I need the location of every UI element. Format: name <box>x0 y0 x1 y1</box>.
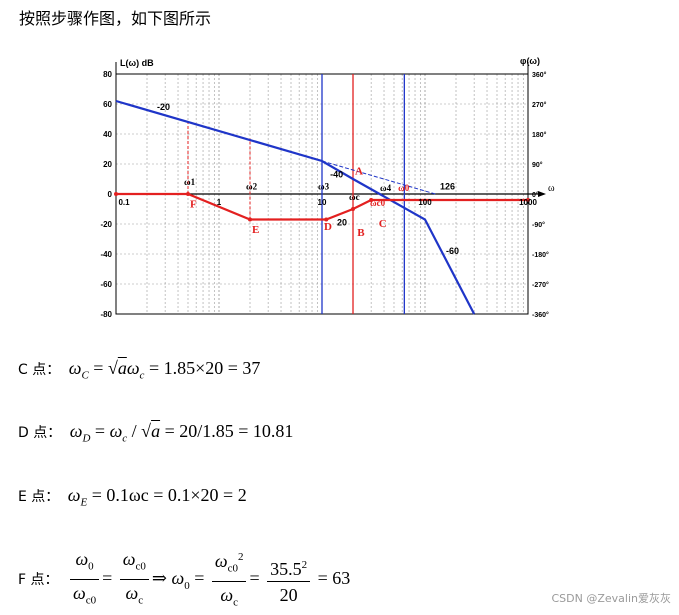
series-point <box>369 198 374 202</box>
point-F: F <box>190 199 197 211</box>
formula-c: C 点： ωC = √aωc = 1.85×20 = 37 <box>18 358 261 382</box>
freq-label: ω2 <box>246 182 258 192</box>
formula-f: F 点： ω0 ωc0 = ωc0 ωc ⇒ ω0 = ωc02 ωc = 35.52 20 … <box>18 545 350 615</box>
series-point <box>248 217 253 222</box>
right-tick: -90° <box>532 221 545 229</box>
slope-label: 20 <box>337 218 347 228</box>
right-tick: 360° <box>532 71 547 79</box>
formula-f-label: F 点： <box>18 572 59 589</box>
point-C: C <box>379 218 387 230</box>
slope-label: -20 <box>157 102 170 112</box>
right-tick: 0° <box>532 191 539 199</box>
left-tick: 20 <box>103 160 112 169</box>
plot-lines <box>114 74 530 315</box>
point-E: E <box>252 224 259 236</box>
right-tick: 90° <box>532 161 543 169</box>
left-tick: -20 <box>100 220 112 229</box>
formula-f-den: 20 <box>279 584 298 605</box>
right-tick: -360° <box>532 311 549 319</box>
dashed-extension <box>321 160 436 195</box>
left-tick: -80 <box>100 310 112 319</box>
formula-f-num: 35.5 <box>270 558 302 579</box>
x-arrow <box>538 191 546 197</box>
slope-label: -60 <box>446 246 459 256</box>
point-B: B <box>357 227 365 239</box>
series-point <box>351 207 356 211</box>
formula-d: D 点： ωD = ωc / √a = 20/1.85 = 10.81 <box>18 421 294 445</box>
left-axis-label: L(ω) dB <box>120 58 154 68</box>
formula-d-label: D 点： <box>18 425 62 441</box>
right-axis-label: φ(ω) <box>520 56 540 66</box>
axes <box>115 62 546 315</box>
series-point <box>324 217 329 222</box>
freq-label: ωc0 <box>370 198 386 208</box>
left-tick: 0 <box>108 190 113 199</box>
slope-label: -40 <box>330 170 343 180</box>
x-tick: 1000 <box>519 198 537 207</box>
freq-label: ωc <box>349 192 360 202</box>
point-A: A <box>355 166 363 178</box>
freq-label: ω0 <box>398 183 410 193</box>
x-tick: 100 <box>418 198 432 207</box>
left-tick: -60 <box>100 280 112 289</box>
freq-label: ω3 <box>318 182 330 192</box>
x-tick: 0.1 <box>118 198 130 207</box>
right-tick: -270° <box>532 281 549 289</box>
point-D: D <box>324 221 332 233</box>
freq-label: ω1 <box>184 177 196 187</box>
formula-e-label: E 点： <box>18 489 60 505</box>
heading: 按照步骤作图，如下图所示 <box>19 9 212 28</box>
left-tick: 60 <box>103 100 112 109</box>
omega-axis-label: ω <box>548 183 555 194</box>
formula-c-label: C 点： <box>18 362 61 378</box>
series-point <box>526 198 530 202</box>
x-tick: 10 <box>318 198 327 207</box>
watermark: CSDN @Zevalin爱灰灰 <box>551 592 672 605</box>
x-tick: 1 <box>217 198 222 207</box>
formula-f-result: = 63 <box>317 568 351 589</box>
formula-c-text: = 1.85×20 = 37 <box>148 358 261 378</box>
right-tick: -180° <box>532 251 549 259</box>
formula-d-text: = 20/1.85 = 10.81 <box>164 421 294 441</box>
bode-chart: 80 60 40 20 0 -20 -40 -60 -80 360° 270° 180° 90° 0° -9… <box>100 56 555 319</box>
series-point <box>114 192 118 196</box>
formula-e: E 点： ωE = 0.1ωc = 0.1×20 = 2 <box>18 485 247 509</box>
right-tick: 180° <box>532 131 547 139</box>
right-tick: 270° <box>532 101 547 109</box>
left-tick: 80 <box>103 70 112 79</box>
series-0 <box>115 99 476 315</box>
formula-e-text: = 0.1ωc = 0.1×20 = 2 <box>91 485 247 505</box>
left-tick: 40 <box>103 130 112 139</box>
series-point <box>185 192 190 196</box>
slope-label: 126 <box>440 182 455 192</box>
freq-label: ω4 <box>380 183 392 193</box>
chart-labels: 80 60 40 20 0 -20 -40 -60 -80 360° 270° 180° 90° 0° -9… <box>100 56 555 319</box>
left-tick: -40 <box>100 250 112 259</box>
